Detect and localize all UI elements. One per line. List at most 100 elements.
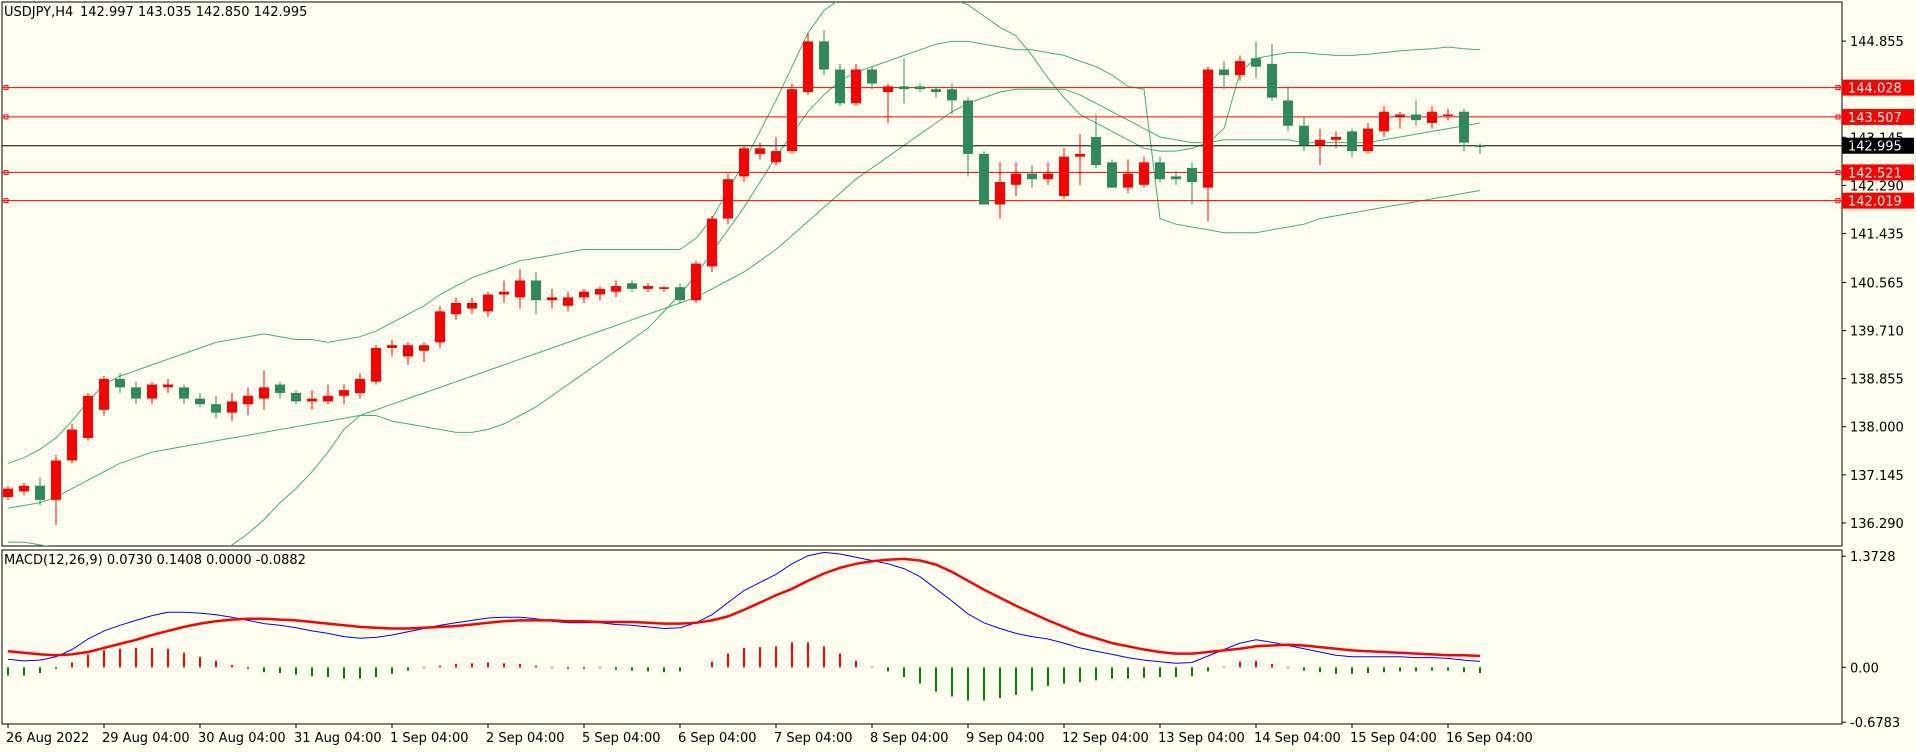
ohlc-label: 142.997 143.035 142.850 142.995 <box>80 5 307 20</box>
candle-body-85 <box>1363 128 1373 152</box>
price-tick-label-2: 142.290 <box>1850 179 1904 194</box>
time-tick-label-1: 29 Aug 04:00 <box>102 731 190 746</box>
candle-body-18 <box>291 392 301 402</box>
level-price-label-0: 144.028 <box>1848 82 1902 97</box>
candle-body-33 <box>531 280 541 301</box>
candle-body-11 <box>179 387 189 399</box>
level-price-label-1: 143.507 <box>1848 111 1902 126</box>
candle-body-70 <box>1123 173 1133 188</box>
level-handle-left-0 <box>3 85 9 91</box>
candle-body-25 <box>403 345 413 357</box>
candle-body-32 <box>515 280 525 298</box>
time-tick-label-13: 14 Sep 04:00 <box>1254 731 1341 746</box>
level-price-box-0 <box>1842 79 1914 96</box>
time-tick-label-5: 2 Sep 04:00 <box>486 731 565 746</box>
candle-body-21 <box>339 390 349 396</box>
candle-body-12 <box>195 398 205 405</box>
candle-body-81 <box>1299 125 1309 146</box>
candle-body-14 <box>227 401 237 413</box>
candle-body-64 <box>1027 173 1037 180</box>
level-handle-left-2 <box>3 169 9 175</box>
candle-body-76 <box>1219 69 1229 76</box>
level-handle-right-0 <box>1835 85 1841 91</box>
macd-frame <box>1 549 1843 725</box>
candle-body-19 <box>307 398 317 402</box>
level-handle-left-1 <box>3 114 9 120</box>
candle-body-20 <box>323 395 333 402</box>
time-tick-label-14: 15 Sep 04:00 <box>1350 731 1437 746</box>
candle-body-88 <box>1411 114 1421 121</box>
symbol-label: USDJPY,H4 <box>4 5 73 20</box>
candle-body-45 <box>723 179 733 219</box>
candle-body-52 <box>835 69 845 104</box>
candle-body-47 <box>755 148 765 154</box>
macd-signal-line <box>7 557 1481 658</box>
candle-body-73 <box>1171 176 1181 180</box>
candle-body-27 <box>435 311 445 343</box>
candle-body-58 <box>931 89 941 93</box>
candle-body-68 <box>1091 137 1101 166</box>
price-tick-label-1: 143.145 <box>1850 131 1904 146</box>
price-tick-label-7: 138.000 <box>1850 421 1904 436</box>
macd-tick-label-1: 0.00 <box>1850 661 1879 676</box>
candle-body-46 <box>739 148 749 177</box>
time-tick-label-0: 26 Aug 2022 <box>6 731 89 746</box>
price-tick-label-8: 137.145 <box>1850 469 1904 484</box>
level-price-box-2 <box>1842 164 1914 181</box>
time-tick-label-15: 16 Sep 04:00 <box>1446 731 1533 746</box>
time-tick-label-9: 8 Sep 04:00 <box>870 731 949 746</box>
candle-body-13 <box>211 404 221 413</box>
candle-body-51 <box>819 41 829 70</box>
candle-body-75 <box>1203 69 1213 188</box>
macd-main-line <box>7 551 1481 664</box>
time-tick-label-7: 6 Sep 04:00 <box>678 731 757 746</box>
candle-body-35 <box>563 297 573 306</box>
time-tick-label-6: 5 Sep 04:00 <box>582 731 661 746</box>
price-tick-label-6: 138.855 <box>1850 373 1904 388</box>
macd-tick-label-2: -0.6783 <box>1850 716 1900 731</box>
candle-body-53 <box>851 69 861 104</box>
candle-body-28 <box>451 302 461 315</box>
time-tick-label-10: 9 Sep 04:00 <box>966 731 1045 746</box>
candle-body-62 <box>995 182 1005 205</box>
level-handle-right-1 <box>1835 114 1841 120</box>
candle-body-55 <box>883 86 893 93</box>
level-price-label-2: 142.521 <box>1848 166 1902 181</box>
candle-body-30 <box>483 294 493 312</box>
candle-body-40 <box>643 286 653 289</box>
candle-body-5 <box>83 395 93 438</box>
candle-body-63 <box>1011 173 1021 185</box>
candle-body-41 <box>659 287 669 289</box>
time-tick-label-4: 1 Sep 04:00 <box>390 731 469 746</box>
candle-body-92 <box>1475 145 1485 148</box>
bollinger-lower-band <box>8 40 1481 546</box>
price-tick-label-3: 141.435 <box>1850 227 1904 242</box>
candle-body-54 <box>867 69 877 84</box>
time-tick-label-2: 30 Aug 04:00 <box>198 731 286 746</box>
candle-body-34 <box>547 297 557 301</box>
time-tick-label-11: 12 Sep 04:00 <box>1062 731 1149 746</box>
candle-body-31 <box>499 291 509 295</box>
level-handle-left-3 <box>3 198 9 204</box>
candle-body-82 <box>1315 139 1325 146</box>
candle-body-86 <box>1379 111 1389 132</box>
candle-body-77 <box>1235 61 1245 76</box>
candle-body-39 <box>627 283 637 289</box>
price-tick-label-9: 136.290 <box>1850 517 1904 532</box>
price-tick-label-4: 140.565 <box>1850 276 1904 291</box>
candle-body-15 <box>243 395 253 405</box>
price-tick-label-5: 139.710 <box>1850 325 1904 340</box>
candle-body-59 <box>947 89 957 101</box>
candle-body-60 <box>963 100 973 154</box>
price-tick-label-0: 144.855 <box>1850 35 1904 50</box>
candle-body-90 <box>1443 114 1453 117</box>
macd-tick-label-0: 1.3728 <box>1850 550 1896 565</box>
candle-body-79 <box>1267 63 1277 98</box>
candles-group <box>3 30 1485 526</box>
candle-body-6 <box>99 378 109 410</box>
candle-body-78 <box>1251 58 1261 67</box>
candle-body-2 <box>35 485 45 500</box>
